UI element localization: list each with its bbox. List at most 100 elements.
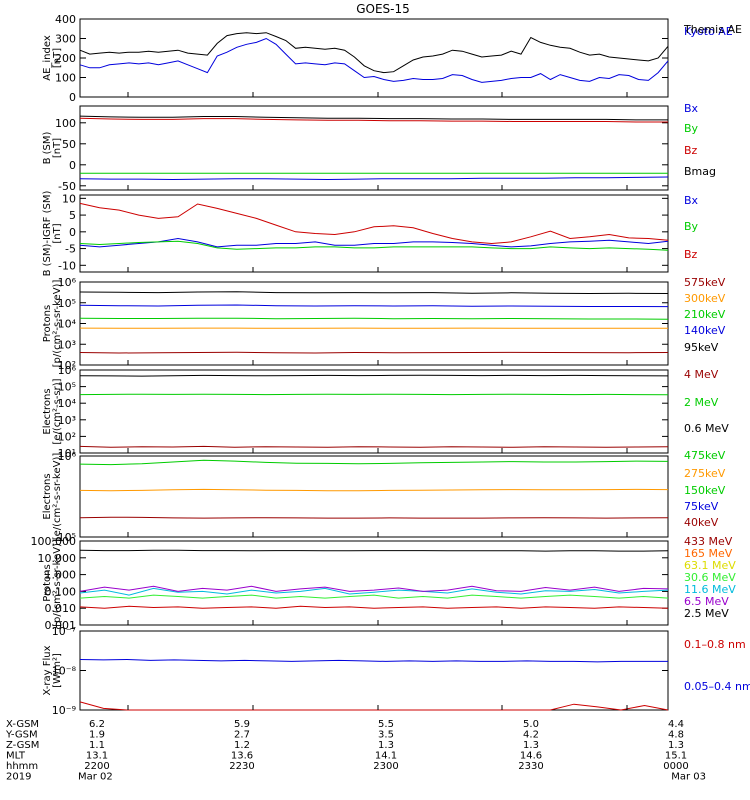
y-tick-label: 50 <box>62 138 76 151</box>
ephemeris-cell: 13.1 <box>86 751 108 762</box>
legend-entry: 475keV <box>684 449 726 462</box>
ephemeris-row-label: X-GSM <box>6 719 39 730</box>
ephemeris-cell: Mar 02 <box>78 772 113 783</box>
legend-entry: 433 MeV <box>684 535 733 548</box>
legend-entry: Bx <box>684 102 699 115</box>
ephemeris-cell: 4.4 <box>668 719 684 730</box>
ephemeris-cell: 2.7 <box>234 730 250 741</box>
series-line <box>79 240 669 251</box>
series-line <box>79 585 669 592</box>
panel-frame <box>79 194 669 273</box>
panel-frame <box>79 369 669 454</box>
series-line <box>79 701 669 711</box>
legend-entry: 0.6 MeV <box>684 422 729 435</box>
series-line <box>79 594 669 599</box>
series-line <box>79 605 669 609</box>
series-line <box>79 445 669 448</box>
series-line <box>79 587 669 596</box>
y-tick-label: 10 <box>62 192 76 205</box>
ephemeris-cell: 15.1 <box>665 751 687 762</box>
y-tick-label: 100.000 <box>31 535 77 548</box>
chart-title: GOES-15 <box>356 2 410 16</box>
legend-entry: Bz <box>684 248 698 261</box>
ephemeris-cell: 1.1 <box>89 740 105 751</box>
y-tick-label: 10⁵ <box>58 531 76 544</box>
series-line <box>79 516 669 519</box>
legend-entry: 140keV <box>684 324 726 337</box>
ephemeris-row-label: hhmm <box>6 761 38 772</box>
series-line <box>79 658 668 663</box>
y-tick-label: 0.100 <box>45 585 77 598</box>
y-tick-label: 10⁴ <box>58 397 77 410</box>
y-tick-label: 300 <box>55 33 76 46</box>
legend-entry: 2.5 MeV <box>684 607 729 620</box>
y-tick-label: 10⁻⁷ <box>52 625 76 638</box>
ephemeris-cell: 14.1 <box>375 751 397 762</box>
legend-entry: Bmag <box>684 165 716 178</box>
panel-bd: -10 -5 0 5 10 B (SM)-IGRF (SM) [nT] Bx By Bz <box>42 191 699 277</box>
y-axis-label: Protons <box>42 564 53 601</box>
panel-pr: 10² 10³ 10⁴ 10⁵ 10⁶ Protons [p/(cm²-s-sr-keV)]… <box>42 276 726 372</box>
ephemeris-row-label: MLT <box>6 751 26 762</box>
ephemeris-cell: 5.0 <box>523 719 539 730</box>
ephemeris-cell: 1.9 <box>89 730 105 741</box>
series-line <box>79 393 669 396</box>
y-axis-label: [nT] <box>52 138 63 158</box>
panel-frame <box>79 630 669 711</box>
ephemeris-cell: 2300 <box>373 761 398 772</box>
ephemeris-cell: 3.5 <box>378 730 394 741</box>
y-tick-label: 100 <box>55 117 76 130</box>
y-tick-label: 10.000 <box>38 552 77 565</box>
series-line <box>79 459 669 466</box>
panel-hp: 0.001 0.010 0.100 1.000 10.000 100.000 Protons… <box>31 535 737 632</box>
y-tick-label: 10³ <box>58 338 76 351</box>
legend-entry: 0.05–0.4 nm <box>684 680 750 693</box>
y-tick-label: 1.000 <box>45 569 77 582</box>
y-tick-label: 10⁶ <box>58 276 77 289</box>
series-line <box>79 291 669 295</box>
legend-entry: Themis AE <box>683 23 742 36</box>
panel-frame <box>79 540 669 626</box>
y-tick-label: 10⁵ <box>58 297 76 310</box>
ephemeris-cell: 5.5 <box>378 719 394 730</box>
legend-entry: 275keV <box>684 467 726 480</box>
y-tick-label: 10² <box>58 359 76 372</box>
series-line <box>79 304 669 308</box>
panel-frame <box>79 455 669 538</box>
y-axis-label: [p/(cm²-s-sr-keV)] <box>52 280 63 368</box>
y-axis-label: Electrons <box>42 388 53 434</box>
y-tick-label: 10⁶ <box>58 364 77 377</box>
legend-entry: 210keV <box>684 308 726 321</box>
y-tick-label: 0.001 <box>45 619 77 632</box>
legend-entry: Bx <box>684 194 699 207</box>
y-tick-label: 0.010 <box>45 602 77 615</box>
series-line <box>79 115 668 121</box>
y-tick-label: 10⁴ <box>58 318 77 331</box>
y-tick-label: 10⁻⁸ <box>52 665 77 678</box>
ephemeris-cell: 2230 <box>229 761 254 772</box>
legend-entry: By <box>684 122 699 135</box>
series-line <box>79 351 669 354</box>
ephemeris-row-label: Z-GSM <box>6 740 39 751</box>
legend-entry: 165 MeV <box>684 547 733 560</box>
y-axis-label: Electrons <box>42 473 53 519</box>
y-tick-label: 0 <box>69 226 76 239</box>
y-axis-label: [p/(cm²-s-sr-keV)] <box>52 539 63 627</box>
legend-entry: 30.6 MeV <box>684 571 736 584</box>
y-axis-label: X-ray Flux <box>42 645 53 695</box>
y-tick-label: 10³ <box>58 414 76 427</box>
legend-entry: By <box>684 220 699 233</box>
ephemeris-cell: 14.6 <box>520 751 542 762</box>
y-tick-label: 0 <box>69 91 76 104</box>
legend-entry: Kyoto AE <box>684 25 733 38</box>
y-axis-label: [nT] <box>52 48 63 68</box>
y-axis-label: [W/m²] <box>52 653 63 688</box>
legend-entry: 2 MeV <box>684 396 719 409</box>
ephemeris-cell: 6.2 <box>89 719 105 730</box>
legend-entry: 40keV <box>684 516 719 529</box>
series-line <box>79 374 669 377</box>
y-axis-label: Protons <box>42 305 53 342</box>
